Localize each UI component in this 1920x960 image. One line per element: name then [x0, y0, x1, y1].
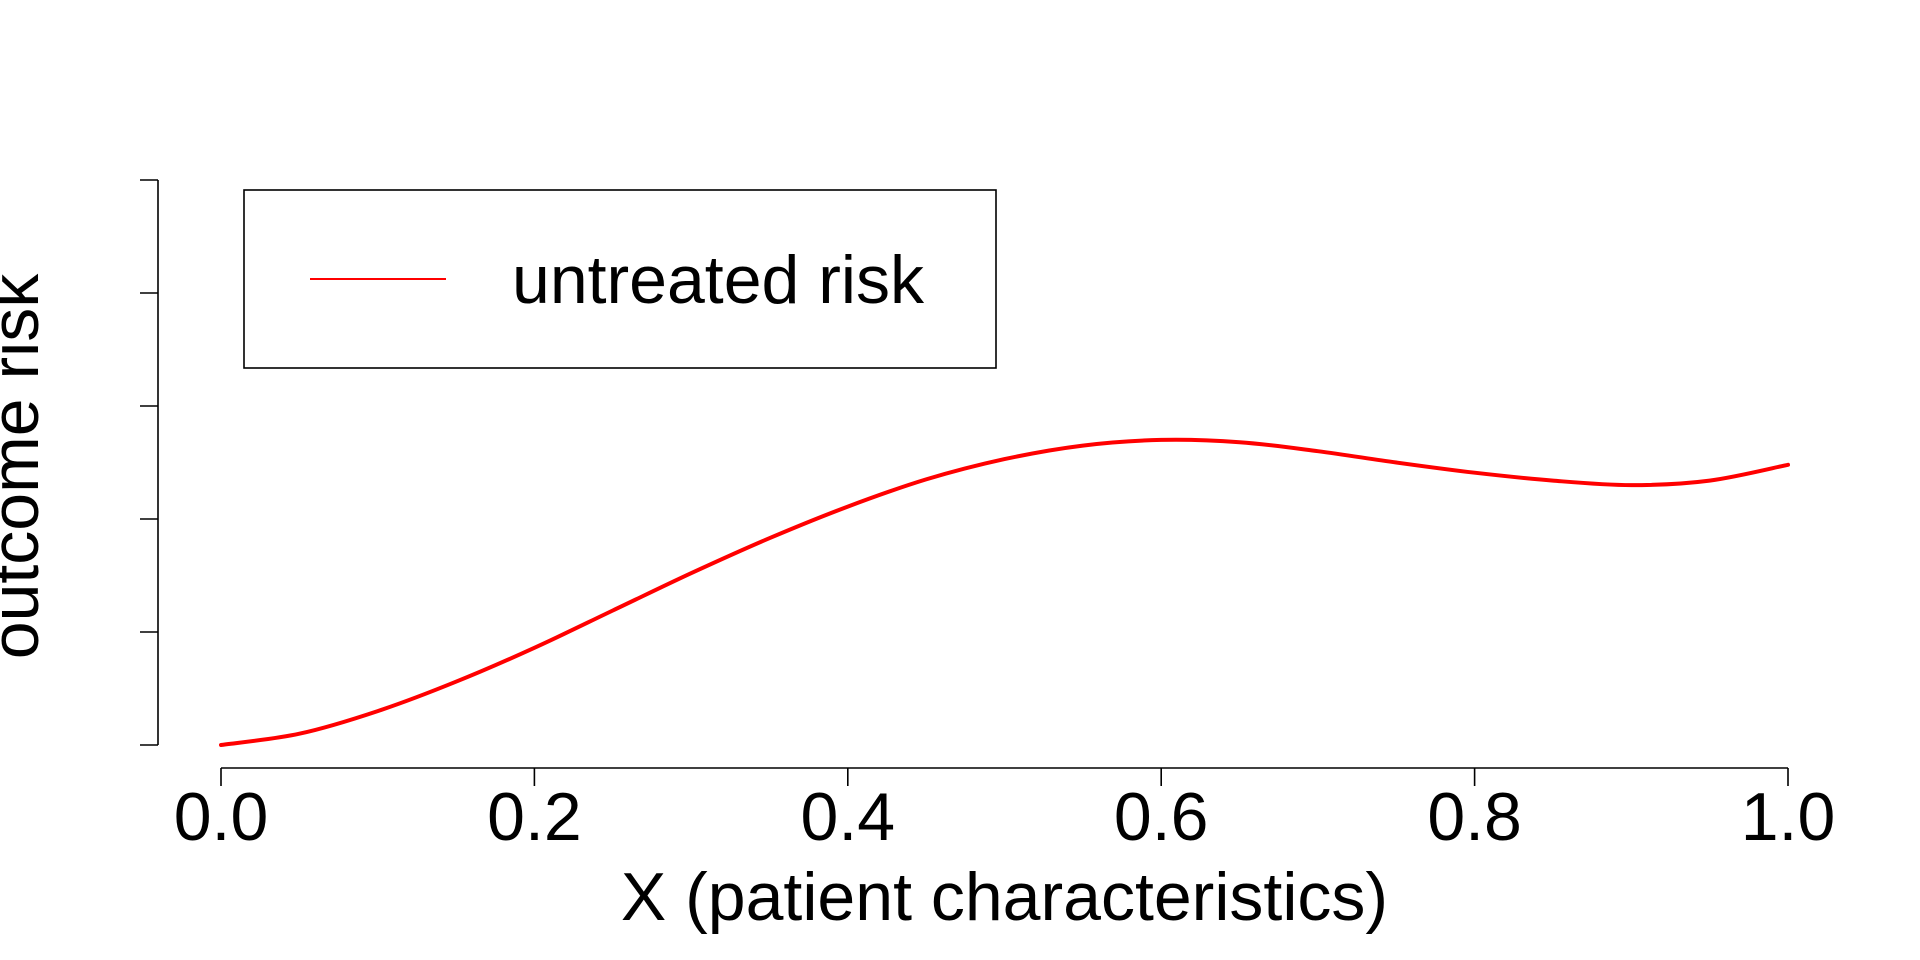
- y-axis: [140, 179, 159, 746]
- legend-box: [243, 189, 997, 369]
- x-tick-label: 1.0: [1741, 779, 1836, 855]
- x-axis: [220, 767, 1789, 786]
- legend: untreated risk: [243, 189, 997, 369]
- y-axis-title: outcome risk: [0, 273, 53, 659]
- x-tick-label: 0.2: [487, 779, 582, 855]
- x-axis-title: X (patient characteristics): [621, 859, 1388, 935]
- x-tick-label: 0.8: [1427, 779, 1522, 855]
- legend-label-untreated-risk: untreated risk: [512, 242, 925, 318]
- x-tick-labels: 0.0 0.2 0.4 0.6 0.8 1.0: [174, 779, 1836, 855]
- series-line-untreated-risk: [219, 437, 1790, 747]
- x-tick-label: 0.4: [801, 779, 896, 855]
- x-tick-label: 0.0: [174, 779, 269, 855]
- x-tick-label: 0.6: [1114, 779, 1209, 855]
- plot-area: [219, 437, 1790, 747]
